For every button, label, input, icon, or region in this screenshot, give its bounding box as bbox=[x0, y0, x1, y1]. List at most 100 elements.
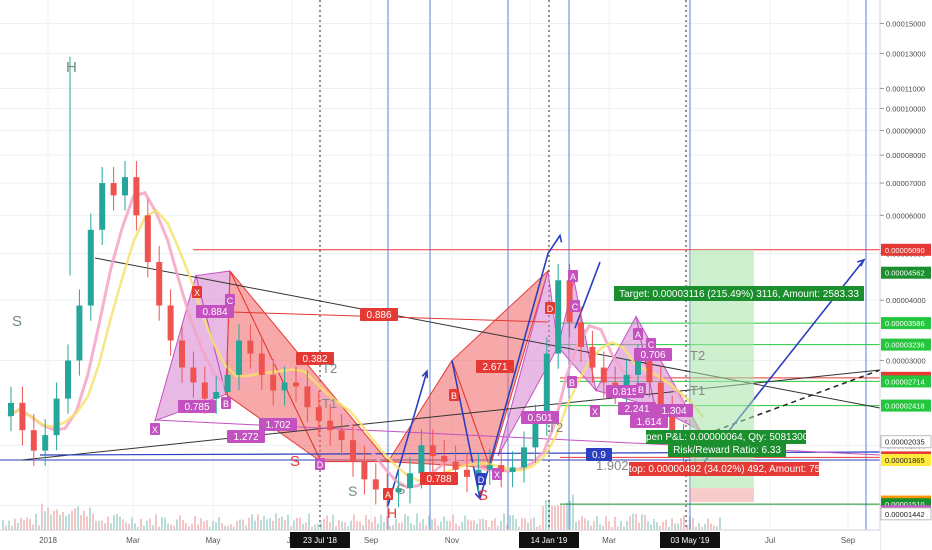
blue-swing-path bbox=[451, 360, 481, 499]
price-level-tag bbox=[881, 266, 931, 279]
point-label-text: B bbox=[223, 399, 229, 409]
candle-body bbox=[429, 445, 436, 457]
point-label bbox=[568, 270, 578, 282]
time-tick-label: Jul bbox=[765, 536, 775, 545]
pattern-labels: 0.886 0.382 2.671 0.785 1.272 1.702 0.788 0.501… bbox=[12, 59, 705, 521]
volume-bar bbox=[560, 505, 562, 530]
candle-body bbox=[122, 177, 128, 196]
volume-bar bbox=[173, 525, 175, 530]
volume-bar bbox=[686, 525, 688, 530]
price-tick-label: 0.00010000 bbox=[886, 104, 926, 113]
loss-zone bbox=[690, 488, 754, 503]
time-highlight-tag bbox=[290, 532, 350, 548]
volume-bar bbox=[383, 521, 385, 530]
volume-bar bbox=[11, 525, 13, 530]
volume-bar bbox=[236, 520, 238, 530]
price-axis[interactable]: 0.00015000 0.00013000 0.00011000 0.00010000… bbox=[879, 0, 932, 550]
point-label bbox=[646, 338, 656, 350]
volume-bar bbox=[527, 522, 529, 530]
volume-bar bbox=[14, 518, 16, 530]
price-tick-label: 0.00011000 bbox=[886, 84, 925, 93]
volume-bar bbox=[401, 522, 403, 530]
volume-bar bbox=[296, 517, 298, 530]
ratio-label-text: 2.671 bbox=[482, 362, 507, 373]
volume-bar bbox=[578, 520, 580, 530]
volume-bar bbox=[338, 520, 340, 530]
projection-dashed bbox=[689, 369, 881, 441]
volume-bar bbox=[530, 518, 532, 530]
volume-bar bbox=[317, 523, 319, 530]
volume-bar bbox=[506, 524, 508, 530]
price-tick-label: 0.00009000 bbox=[886, 126, 926, 135]
ratio-label bbox=[606, 385, 644, 398]
volume-bar bbox=[137, 526, 139, 530]
volume-bar bbox=[485, 520, 487, 530]
volume-bar bbox=[503, 513, 505, 530]
candle-body bbox=[53, 398, 60, 436]
volume-bar bbox=[128, 523, 130, 530]
volume-bar bbox=[50, 514, 52, 530]
candle-body bbox=[167, 305, 174, 341]
target-level-label: T2 bbox=[690, 348, 705, 363]
volume-bar bbox=[632, 513, 634, 530]
stop-label-text: Stop: 0.00000492 (34.02%) 492, Amount: 7… bbox=[622, 464, 826, 475]
candle-body bbox=[350, 440, 356, 462]
candle-body bbox=[110, 183, 117, 196]
target-label bbox=[614, 286, 864, 301]
candle-body bbox=[589, 346, 596, 368]
volume-bar bbox=[404, 514, 406, 530]
volume-bar bbox=[242, 519, 244, 530]
point-label-text: A bbox=[570, 272, 576, 282]
time-highlight-tag bbox=[519, 532, 579, 548]
time-axis[interactable]: 2018MarMayJulSepNovJanMarMayJulSep23 Jul… bbox=[0, 529, 880, 550]
volume-bar bbox=[533, 517, 535, 530]
volume-bar bbox=[287, 514, 289, 530]
volume-bar bbox=[623, 526, 625, 530]
ratio-label-text: 2.241 bbox=[624, 404, 649, 415]
volume-bar bbox=[263, 515, 265, 530]
volume-bar bbox=[524, 518, 526, 530]
volume-bar bbox=[644, 514, 646, 530]
volume-bar bbox=[422, 519, 424, 530]
ratio-label-text: 0.9 bbox=[592, 450, 606, 461]
volume-bar bbox=[110, 523, 112, 530]
volume-bar bbox=[2, 520, 4, 530]
volume-bar bbox=[56, 509, 58, 530]
price-tick-label: 0.00007000 bbox=[886, 179, 926, 188]
candle-body bbox=[566, 280, 573, 323]
volume-bar bbox=[638, 522, 640, 530]
long-position-tool[interactable]: Target: 0.00003116 (215.49%) 3116, Amoun… bbox=[614, 249, 864, 503]
volume-bar bbox=[239, 519, 241, 530]
volume-bar bbox=[254, 520, 256, 530]
volume-bar bbox=[713, 525, 715, 530]
volume-bar bbox=[548, 499, 550, 530]
volume-bar bbox=[53, 510, 55, 530]
volume-bar bbox=[500, 520, 502, 530]
candle-body bbox=[464, 469, 470, 477]
volume-bar bbox=[467, 519, 469, 530]
volume-bar bbox=[608, 521, 610, 530]
volume-bar bbox=[521, 518, 523, 530]
volume-bar bbox=[104, 523, 106, 530]
volume-bar bbox=[359, 521, 361, 530]
candle-body bbox=[19, 402, 26, 431]
volume-bar bbox=[71, 510, 73, 530]
volume-bar bbox=[641, 514, 643, 530]
ratio-label bbox=[196, 305, 234, 318]
time-tick-label: Sep bbox=[841, 536, 856, 545]
volume-bar bbox=[629, 516, 631, 530]
volume-bar bbox=[611, 526, 613, 530]
ratio-label-text: 0.785 bbox=[184, 402, 209, 413]
price-candles bbox=[8, 56, 698, 508]
open-pl-label-text: Open P&L: 0.00000064, Qty: 50813008 bbox=[638, 432, 814, 443]
candle-body bbox=[190, 367, 197, 383]
volume-bar bbox=[365, 515, 367, 530]
volume-bar bbox=[59, 514, 61, 530]
volume-bar bbox=[17, 523, 19, 530]
volume-bar bbox=[509, 515, 511, 530]
candle-body bbox=[578, 322, 584, 347]
point-label-text: D bbox=[547, 304, 554, 314]
point-label bbox=[150, 423, 160, 435]
volume-bar bbox=[302, 524, 304, 530]
